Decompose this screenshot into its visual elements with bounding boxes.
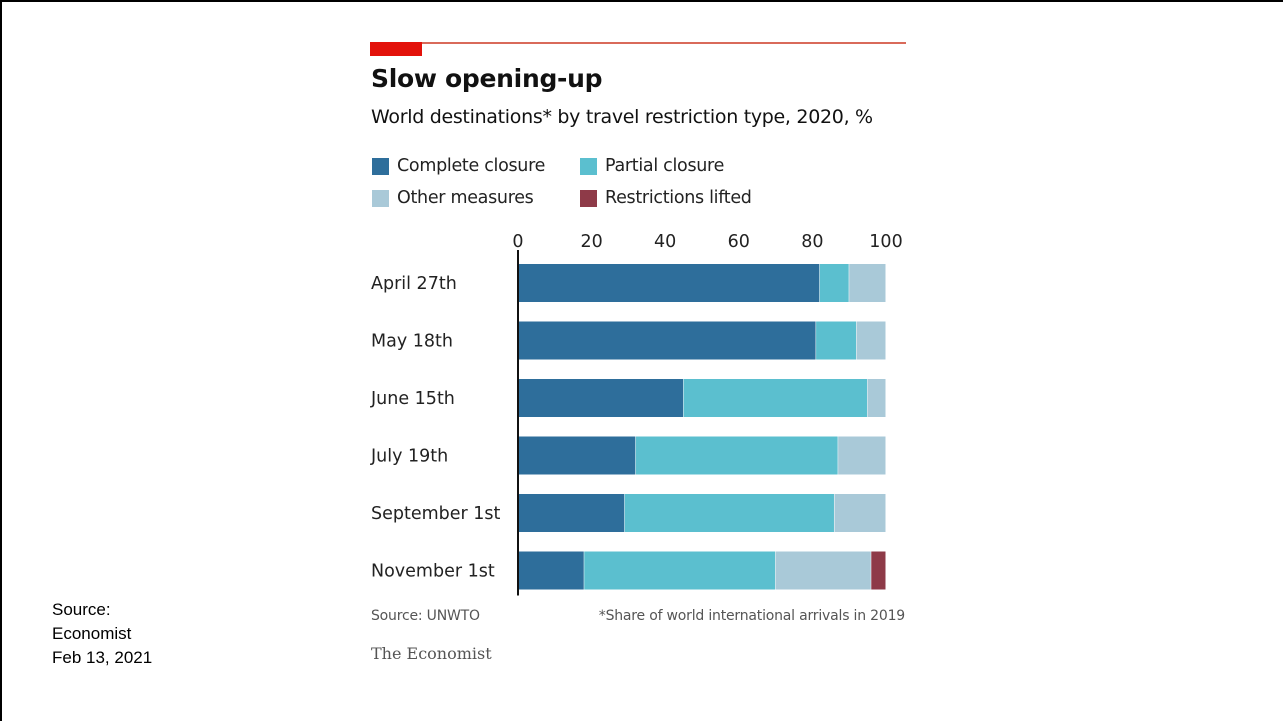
legend-swatch: [372, 157, 389, 175]
bar-segment-other-measures: [867, 379, 886, 417]
chart-title: Slow opening-up: [371, 64, 603, 93]
chart-subtitle: World destinations* by travel restrictio…: [371, 106, 873, 128]
legend-label: Restrictions lifted: [605, 188, 752, 208]
bar-segment-other-measures: [775, 551, 872, 590]
bar-segment-partial-closure: [584, 551, 776, 590]
economist-logo: The Economist: [371, 644, 492, 663]
bar-segment-partial-closure: [624, 494, 835, 532]
x-tick-label: 80: [801, 232, 823, 252]
bar-segment-partial-closure: [635, 436, 839, 475]
category-label: April 27th: [371, 274, 457, 294]
slide-source-line-1: Source:: [52, 600, 111, 619]
brand-red-bar: [370, 42, 422, 56]
legend-swatch: [372, 189, 389, 207]
slide-source-note: Source: Economist Feb 13, 2021: [52, 598, 152, 670]
legend-label: Other measures: [397, 188, 534, 208]
slide-source-line-3: Feb 13, 2021: [52, 648, 153, 667]
legend-item-complete-closure: Complete closure: [372, 156, 545, 176]
x-tick-label: 20: [580, 232, 602, 252]
chart-top-rule: [370, 42, 906, 44]
chart-source: Source: UNWTO: [371, 608, 480, 624]
bar-segment-other-measures: [838, 436, 886, 475]
bar-segment-other-measures: [856, 321, 886, 360]
legend-item-restrictions-lifted: Restrictions lifted: [580, 188, 752, 208]
stacked-bar-chart: 0 20 40 60 80 100 April 27th May 18th June 15th J…: [370, 232, 903, 596]
category-label: July 19th: [370, 447, 448, 467]
x-tick-label: 0: [512, 232, 523, 252]
bar-segment-partial-closure: [683, 379, 868, 417]
legend-label: Partial closure: [605, 156, 725, 176]
bar-segment-complete-closure: [518, 494, 625, 532]
category-label: May 18th: [371, 332, 453, 352]
bar-segment-partial-closure: [816, 321, 857, 360]
bar-segment-complete-closure: [518, 321, 817, 360]
bar-segment-other-measures: [834, 494, 886, 532]
legend-swatch: [580, 189, 597, 207]
bar-segment-other-measures: [849, 264, 886, 302]
category-label: June 15th: [370, 389, 455, 409]
category-label: September 1st: [371, 504, 501, 524]
bar-segment-partial-closure: [819, 264, 850, 302]
bar-segment-complete-closure: [518, 379, 684, 417]
legend-item-other-measures: Other measures: [372, 188, 534, 208]
slide-source-line-2: Economist: [52, 624, 132, 643]
bar-segment-restrictions-lifted: [871, 551, 886, 590]
category-label: November 1st: [371, 562, 495, 582]
bar-segment-complete-closure: [518, 264, 820, 302]
chart-legend: Complete closure Partial closure Other mea…: [372, 156, 892, 216]
legend-label: Complete closure: [397, 156, 546, 176]
legend-item-partial-closure: Partial closure: [580, 156, 724, 176]
legend-swatch: [580, 157, 597, 175]
x-tick-label: 60: [728, 232, 750, 252]
chart-footnote: *Share of world international arrivals i…: [598, 608, 905, 624]
bar-segment-complete-closure: [518, 436, 636, 475]
x-tick-label: 40: [654, 232, 676, 252]
bar-segment-complete-closure: [518, 551, 585, 590]
x-tick-label: 100: [869, 232, 902, 252]
